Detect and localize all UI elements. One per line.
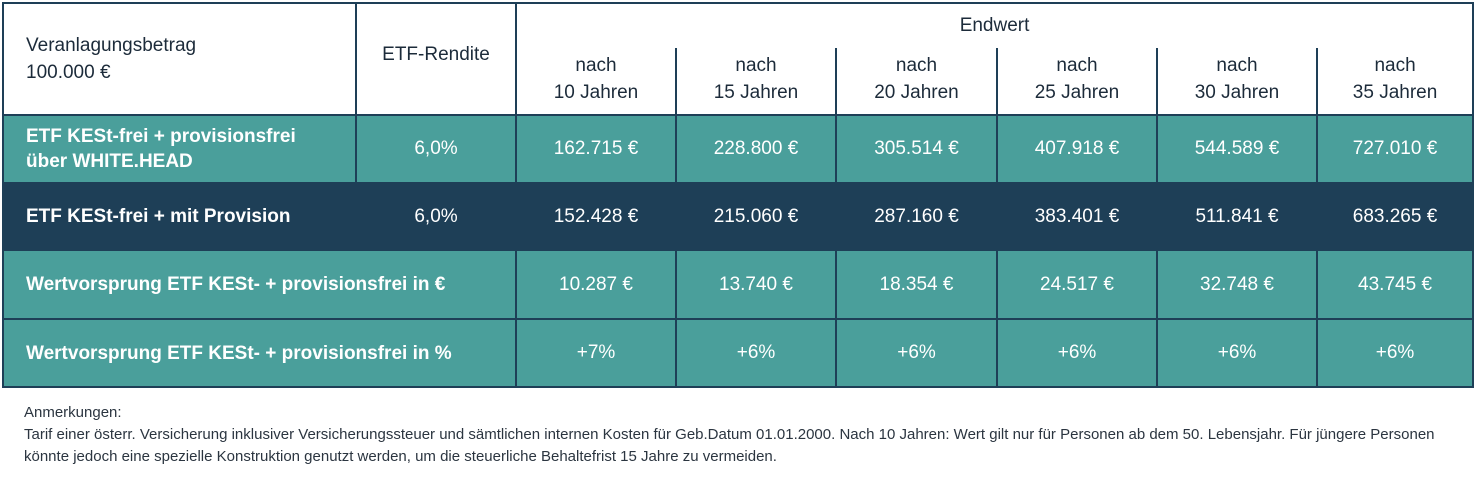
period-line2: 15 Jahren bbox=[713, 82, 799, 103]
period-line1: nach bbox=[1056, 55, 1098, 76]
endwert-header-label: Endwert bbox=[959, 15, 1030, 36]
row-label-cell: ETF KESt-frei + mit Provision bbox=[2, 182, 357, 251]
value-cell: +6% bbox=[835, 318, 998, 388]
period-header-30: nach 30 Jahren bbox=[1156, 48, 1318, 116]
value-cell: 727.010 € bbox=[1315, 114, 1474, 184]
value-cell: 162.715 € bbox=[515, 114, 677, 184]
investment-amount: 100.000 € bbox=[26, 62, 111, 83]
period-line1: nach bbox=[1374, 55, 1416, 76]
header-row-top: Veranlagungsbetrag 100.000 € ETF-Rendite… bbox=[2, 2, 1474, 116]
value-cell: +6% bbox=[675, 318, 837, 388]
rendite-header-cell: ETF-Rendite bbox=[355, 2, 517, 116]
value-cell: 511.841 € bbox=[1156, 182, 1318, 251]
value-cell: 683.265 € bbox=[1315, 182, 1474, 251]
row-label-line2: über WHITE.HEAD bbox=[26, 151, 193, 172]
period-header-15: nach 15 Jahren bbox=[675, 48, 837, 116]
value-cell: 287.160 € bbox=[835, 182, 998, 251]
value-cell: +6% bbox=[1315, 318, 1474, 388]
value-cell: 43.745 € bbox=[1315, 249, 1474, 320]
period-line2: 20 Jahren bbox=[874, 82, 959, 103]
notes-text: Tarif einer österr. Versicherung inklusi… bbox=[24, 426, 1435, 465]
value-cell: 544.589 € bbox=[1156, 114, 1318, 184]
value-cell: 215.060 € bbox=[675, 182, 837, 251]
rendite-header-label: ETF-Rendite bbox=[382, 44, 490, 65]
table-row-mit-provision: ETF KESt-frei + mit Provision 6,0% 152.4… bbox=[2, 182, 1474, 251]
period-header-25: nach 25 Jahren bbox=[996, 48, 1158, 116]
period-line2: 10 Jahren bbox=[553, 82, 639, 103]
value-cell: 407.918 € bbox=[996, 114, 1158, 184]
period-line1: nach bbox=[735, 55, 777, 76]
value-cell: +6% bbox=[1156, 318, 1318, 388]
endwert-header-cell: Endwert bbox=[514, 2, 1474, 48]
row-label-cell: ETF KESt-frei + provisionsfrei über WHIT… bbox=[2, 114, 357, 184]
value-cell: 32.748 € bbox=[1156, 249, 1318, 320]
etf-comparison-table: Veranlagungsbetrag 100.000 € ETF-Rendite… bbox=[2, 2, 1474, 388]
header-row-periods: nach 10 Jahren nach 15 Jahren nach 20 Jahre… bbox=[3, 48, 1474, 116]
notes-title: Anmerkungen: bbox=[24, 404, 122, 421]
period-line2: 35 Jahren bbox=[1352, 82, 1438, 103]
value-cell: +7% bbox=[515, 318, 677, 388]
period-line1: nach bbox=[895, 55, 938, 76]
value-cell: 305.514 € bbox=[835, 114, 998, 184]
period-header-20: nach 20 Jahren bbox=[835, 48, 998, 116]
rendite-cell: 6,0% bbox=[355, 182, 517, 251]
period-line2: 25 Jahren bbox=[1034, 82, 1120, 103]
row-label-cell: Wertvorsprung ETF KESt- + provisionsfrei… bbox=[2, 318, 517, 388]
period-line2: 30 Jahren bbox=[1194, 82, 1280, 103]
investment-header-cell: Veranlagungsbetrag 100.000 € bbox=[2, 2, 357, 116]
period-line1: nach bbox=[1216, 55, 1258, 76]
investment-label: Veranlagungsbetrag bbox=[26, 35, 197, 56]
table-row-provisionsfrei: ETF KESt-frei + provisionsfrei über WHIT… bbox=[2, 114, 1474, 184]
table-row-wertvorsprung-prozent: Wertvorsprung ETF KESt- + provisionsfrei… bbox=[2, 318, 1474, 388]
notes-section: Anmerkungen: Tarif einer österr. Versich… bbox=[24, 402, 1454, 468]
value-cell: 24.517 € bbox=[996, 249, 1158, 320]
value-cell: 18.354 € bbox=[835, 249, 998, 320]
row-label-line1: ETF KESt-frei + provisionsfrei bbox=[26, 126, 296, 147]
period-header-10: nach 10 Jahren bbox=[515, 48, 677, 116]
rendite-cell: 6,0% bbox=[355, 114, 517, 184]
value-cell: 228.800 € bbox=[675, 114, 837, 184]
value-cell: +6% bbox=[996, 318, 1158, 388]
value-cell: 152.428 € bbox=[515, 182, 677, 251]
period-header-35: nach 35 Jahren bbox=[1315, 48, 1474, 116]
table-row-wertvorsprung-euro: Wertvorsprung ETF KESt- + provisionsfrei… bbox=[2, 249, 1474, 320]
value-cell: 10.287 € bbox=[515, 249, 677, 320]
value-cell: 13.740 € bbox=[675, 249, 837, 320]
row-label-cell: Wertvorsprung ETF KESt- + provisionsfrei… bbox=[2, 249, 517, 320]
period-line1: nach bbox=[575, 55, 617, 76]
value-cell: 383.401 € bbox=[996, 182, 1158, 251]
